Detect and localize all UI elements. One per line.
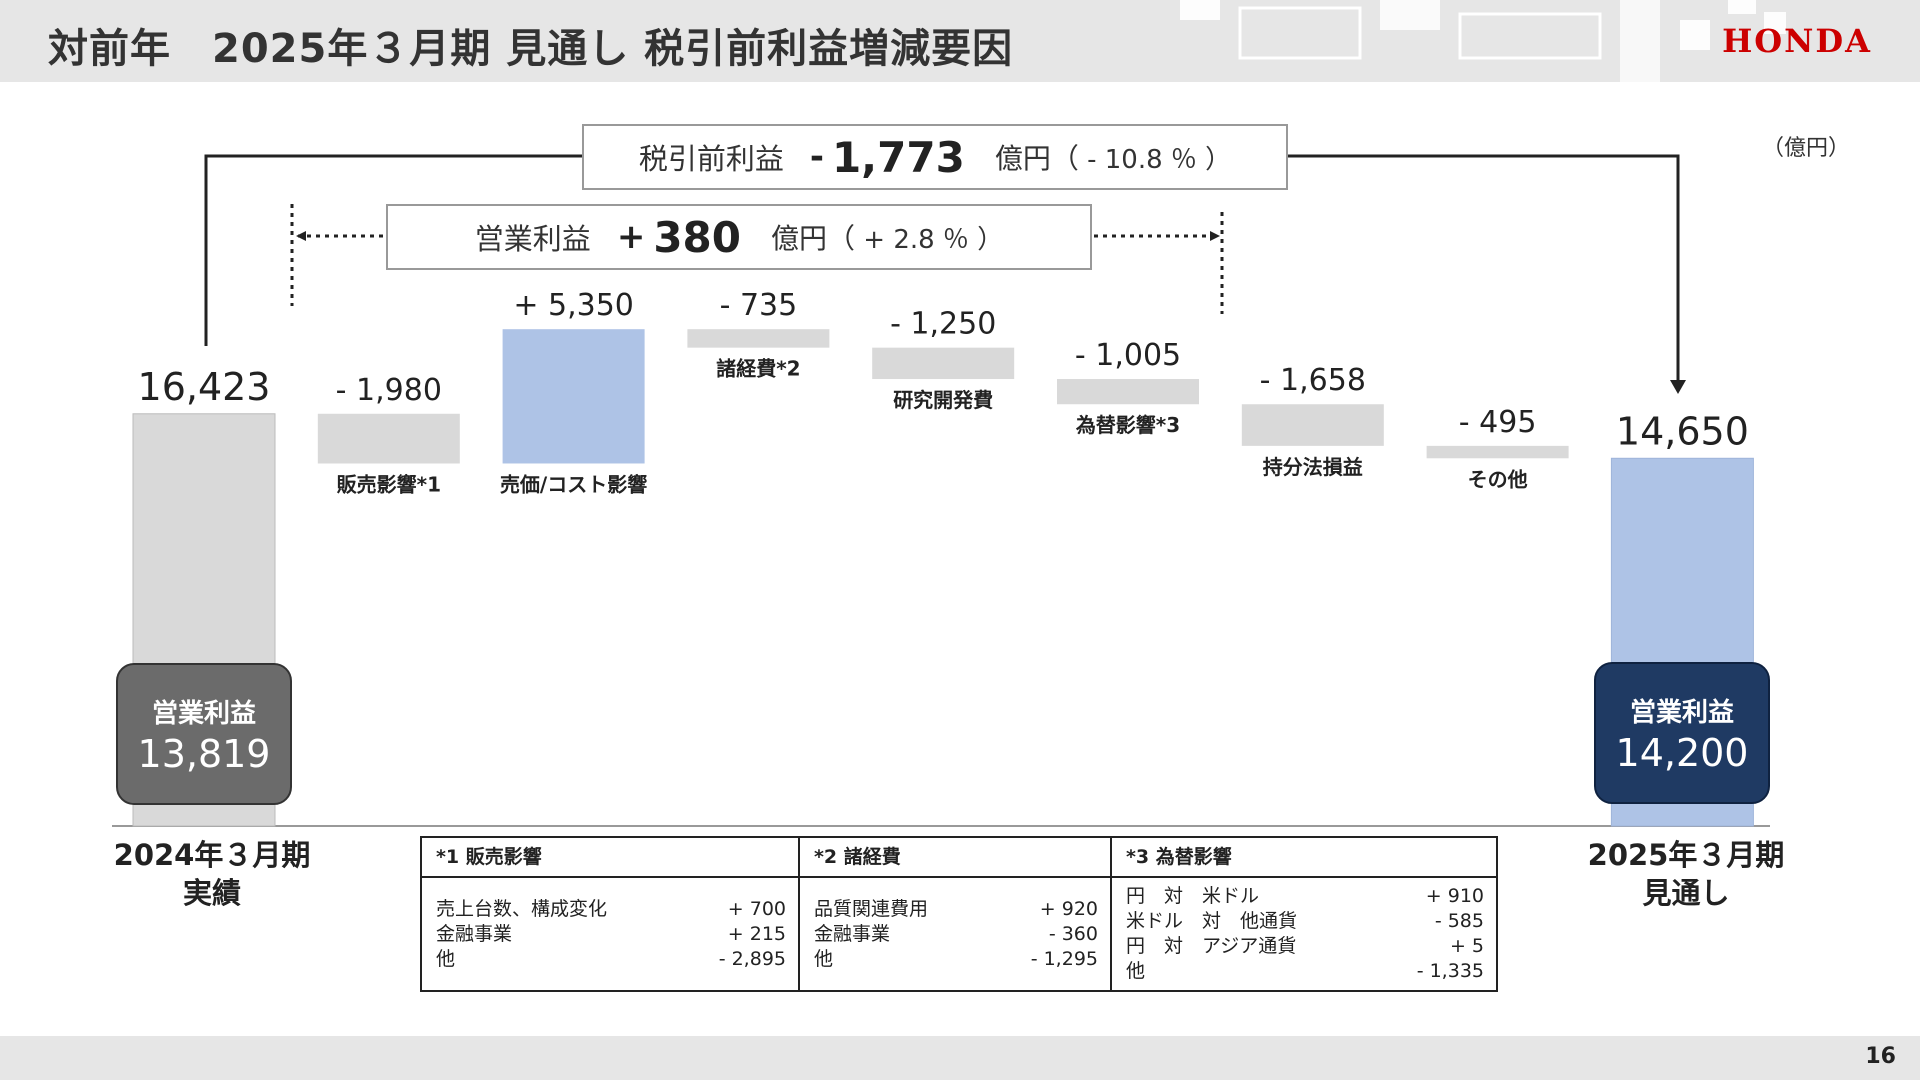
operating-profit-badge-prior: 営業利益 13,819: [116, 663, 292, 805]
header-bar: 対前年 2025年３月期 見通し 税引前利益増減要因 HONDA: [0, 0, 1920, 82]
note-row: 他- 2,895: [436, 947, 786, 970]
bar-step-6: [1426, 445, 1569, 459]
bar-step-category-label: 諸経費*2: [716, 357, 800, 381]
pretax-bracket-line: [204, 154, 1680, 382]
pretax-callout-unit: 億円（: [994, 142, 1079, 175]
honda-logo: HONDA: [1722, 22, 1872, 60]
bar-step-0: [317, 413, 460, 464]
note-row: 米ドル 対 他通貨 - 585: [1126, 910, 1484, 932]
op-callout-value: 380: [653, 212, 741, 262]
note-row: 品質関連費用 + 920: [814, 897, 1098, 920]
note-row: 他- 1,295: [814, 947, 1098, 970]
note-row: 金融事業 - 360: [814, 922, 1098, 945]
pretax-bracket-arrow: [1670, 380, 1686, 394]
bar-step-value-label: - 1,980: [336, 373, 442, 408]
op-callout-pct: + 2.8 ％ ）: [855, 224, 1004, 255]
bar-start-value-label: 16,423: [138, 365, 271, 409]
note-row: 売上台数、構成変化 + 700: [436, 897, 786, 920]
period-year: 2025年３月期: [1587, 838, 1785, 872]
op-bracket-arrow-left: [296, 231, 306, 241]
unit-label: （億円）: [1762, 136, 1851, 161]
period-label-prior: 2024年３月期 実績: [96, 836, 328, 912]
chart-labels: 16,423 - 1,980 販売影響*1 + 5,350 売価/コスト影響 - 735 諸…: [138, 288, 1749, 496]
pretax-callout-pct: - 10.8 ％ ）: [1078, 144, 1232, 175]
op-bracket-arrow-right: [1210, 231, 1220, 241]
period-label-forecast: 2025年３月期 見通し: [1570, 836, 1802, 912]
bar-end-value-label: 14,650: [1616, 409, 1749, 453]
period-year: 2024年３月期: [113, 838, 311, 872]
pretax-change-callout: 税引前利益 - 1,773 億円（ - 10.8 ％ ）: [582, 124, 1288, 190]
op-callout-label: 営業利益: [474, 222, 591, 256]
bar-step-4: [1057, 379, 1199, 405]
chart-connectors: [112, 154, 1770, 827]
bar-step-value-label: - 1,658: [1260, 363, 1366, 398]
bar-step-value-label: + 5,350: [513, 288, 634, 323]
operating-change-callout: 営業利益 + 380 億円（ + 2.8 ％ ）: [386, 204, 1092, 270]
note-fx-impact: *3 為替影響 円 対 米ドル + 910 米ドル 対 他通貨 - 585 円 対 …: [1112, 838, 1496, 990]
page-number: 16: [1865, 1044, 1896, 1069]
pretax-callout-sign: -: [809, 137, 824, 177]
bar-step-5: [1241, 404, 1384, 446]
bar-step-value-label: - 1,005: [1075, 338, 1181, 373]
note-row: 他- 1,335: [1126, 960, 1484, 982]
bar-step-value-label: - 1,250: [890, 307, 996, 342]
bar-step-category-label: 販売影響*1: [337, 472, 441, 496]
bar-step-3: [872, 347, 1015, 380]
op-bracket-dotted-verticals: [290, 204, 1224, 314]
operating-profit-badge-forecast: 営業利益 14,200: [1594, 662, 1770, 804]
header-decoration: [1180, 0, 1786, 82]
bar-step-category-label: 持分法損益: [1263, 455, 1363, 479]
note-header: *2 諸経費: [800, 838, 1110, 878]
bar-step-category-label: 売価/コスト影響: [500, 472, 647, 496]
pretax-callout-label: 税引前利益: [638, 142, 784, 176]
note-sales-impact: *1 販売影響 売上台数、構成変化 + 700 金融事業 + 215 他- 2,89…: [422, 838, 800, 990]
bar-step-1: [502, 329, 645, 464]
note-row: 円 対 アジア通貨 + 5: [1126, 935, 1484, 957]
badge-value: 13,819: [137, 731, 271, 776]
period-type: 見通し: [1642, 876, 1730, 910]
bar-step-category-label: その他: [1468, 467, 1528, 491]
badge-label: 営業利益: [1629, 697, 1734, 728]
page-title: 対前年 2025年３月期 見通し 税引前利益増減要因: [48, 26, 1014, 72]
badge-label: 営業利益: [151, 698, 256, 729]
bar-step-category-label: 為替影響*3: [1076, 413, 1180, 437]
op-callout-sign: +: [616, 217, 646, 257]
note-header: *3 為替影響: [1112, 838, 1496, 878]
bar-step-value-label: - 495: [1459, 405, 1537, 440]
op-callout-unit: 億円（: [770, 222, 855, 255]
pretax-callout-value: 1,773: [831, 132, 965, 182]
notes-table: *1 販売影響 売上台数、構成変化 + 700 金融事業 + 215 他- 2,89…: [420, 836, 1498, 992]
note-header: *1 販売影響: [422, 838, 798, 878]
badge-value: 14,200: [1615, 730, 1749, 775]
bar-step-value-label: - 735: [720, 288, 798, 323]
footer-bar: [0, 1036, 1920, 1080]
bar-step-2: [687, 329, 830, 348]
period-type: 実績: [182, 876, 241, 910]
note-row: 金融事業 + 215: [436, 922, 786, 945]
bar-step-category-label: 研究開発費: [893, 388, 993, 412]
note-row: 円 対 米ドル + 910: [1126, 885, 1484, 907]
note-expenses: *2 諸経費 品質関連費用 + 920 金融事業 - 360 他- 1,295: [800, 838, 1112, 990]
